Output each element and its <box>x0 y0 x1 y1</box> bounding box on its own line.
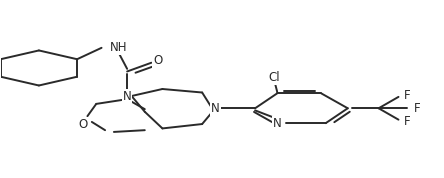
Text: N: N <box>273 117 281 130</box>
Text: F: F <box>404 89 410 102</box>
Text: O: O <box>79 118 87 131</box>
Text: N: N <box>211 102 220 115</box>
Text: F: F <box>414 102 420 115</box>
Text: F: F <box>404 115 410 128</box>
Text: O: O <box>153 54 163 67</box>
Text: N: N <box>123 90 131 103</box>
Text: Cl: Cl <box>268 71 280 84</box>
Text: NH: NH <box>110 41 127 54</box>
